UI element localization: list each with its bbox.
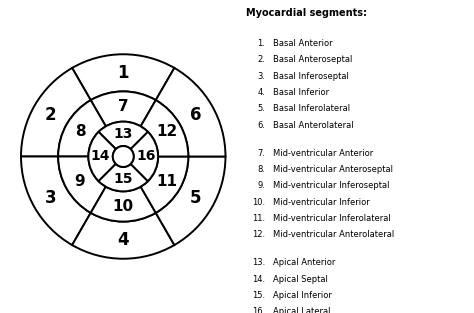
Text: 14.: 14. bbox=[252, 275, 265, 284]
Circle shape bbox=[113, 146, 134, 167]
Text: 9.: 9. bbox=[257, 181, 265, 190]
Text: 15: 15 bbox=[113, 172, 133, 186]
Wedge shape bbox=[21, 68, 91, 156]
Text: 3.: 3. bbox=[257, 72, 265, 81]
Wedge shape bbox=[91, 187, 156, 222]
Text: 10.: 10. bbox=[252, 198, 265, 207]
Text: 11.: 11. bbox=[252, 214, 265, 223]
Text: 7: 7 bbox=[118, 99, 128, 114]
Text: 6: 6 bbox=[190, 106, 201, 124]
Text: Mid-ventricular Anterolateral: Mid-ventricular Anterolateral bbox=[273, 230, 394, 239]
Text: Apical Lateral: Apical Lateral bbox=[273, 307, 330, 313]
Text: 1: 1 bbox=[118, 64, 129, 82]
Text: 16: 16 bbox=[136, 150, 155, 163]
Text: Mid-ventricular Inferolateral: Mid-ventricular Inferolateral bbox=[273, 214, 390, 223]
Text: 13.: 13. bbox=[252, 258, 265, 267]
Text: 5.: 5. bbox=[257, 104, 265, 113]
Wedge shape bbox=[91, 91, 156, 126]
Text: Apical Anterior: Apical Anterior bbox=[273, 258, 335, 267]
Wedge shape bbox=[58, 156, 106, 213]
Text: 4.: 4. bbox=[257, 88, 265, 97]
Text: Basal Inferior: Basal Inferior bbox=[273, 88, 328, 97]
Text: 12: 12 bbox=[156, 124, 177, 139]
Text: 3: 3 bbox=[45, 189, 56, 207]
Wedge shape bbox=[141, 156, 188, 213]
Wedge shape bbox=[21, 156, 91, 245]
Text: 14: 14 bbox=[91, 150, 110, 163]
Text: Mid-ventricular Inferior: Mid-ventricular Inferior bbox=[273, 198, 369, 207]
Text: 12.: 12. bbox=[252, 230, 265, 239]
Text: 10: 10 bbox=[113, 199, 134, 214]
Text: 8: 8 bbox=[75, 124, 85, 139]
Text: 6.: 6. bbox=[257, 121, 265, 130]
Text: 1.: 1. bbox=[257, 39, 265, 48]
Text: 5: 5 bbox=[190, 189, 201, 207]
Text: Basal Anterior: Basal Anterior bbox=[273, 39, 332, 48]
Text: Mid-ventricular Anterior: Mid-ventricular Anterior bbox=[273, 149, 373, 158]
Text: Myocardial segments:: Myocardial segments: bbox=[246, 8, 367, 18]
Wedge shape bbox=[58, 100, 106, 156]
Text: Basal Inferolateral: Basal Inferolateral bbox=[273, 104, 350, 113]
Text: 8.: 8. bbox=[257, 165, 265, 174]
Wedge shape bbox=[99, 164, 148, 191]
Text: Apical Inferior: Apical Inferior bbox=[273, 291, 331, 300]
Wedge shape bbox=[156, 68, 226, 156]
Wedge shape bbox=[99, 122, 148, 149]
Text: 16.: 16. bbox=[252, 307, 265, 313]
Wedge shape bbox=[88, 132, 116, 181]
Text: Basal Anterolateral: Basal Anterolateral bbox=[273, 121, 353, 130]
Text: 7.: 7. bbox=[257, 149, 265, 158]
Text: Basal Anteroseptal: Basal Anteroseptal bbox=[273, 55, 352, 64]
Wedge shape bbox=[72, 54, 174, 100]
Wedge shape bbox=[72, 213, 174, 259]
Wedge shape bbox=[141, 100, 188, 156]
Text: 9: 9 bbox=[75, 174, 85, 189]
Text: Mid-ventricular Inferoseptal: Mid-ventricular Inferoseptal bbox=[273, 181, 389, 190]
Text: 15.: 15. bbox=[252, 291, 265, 300]
Text: 13: 13 bbox=[114, 127, 133, 141]
Wedge shape bbox=[131, 132, 158, 181]
Text: 4: 4 bbox=[118, 231, 129, 249]
Text: 2: 2 bbox=[45, 106, 56, 124]
Text: 11: 11 bbox=[156, 174, 177, 189]
Text: Mid-ventricular Anteroseptal: Mid-ventricular Anteroseptal bbox=[273, 165, 392, 174]
Text: 2.: 2. bbox=[257, 55, 265, 64]
Wedge shape bbox=[156, 156, 226, 245]
Text: Basal Inferoseptal: Basal Inferoseptal bbox=[273, 72, 348, 81]
Text: Apical Septal: Apical Septal bbox=[273, 275, 328, 284]
